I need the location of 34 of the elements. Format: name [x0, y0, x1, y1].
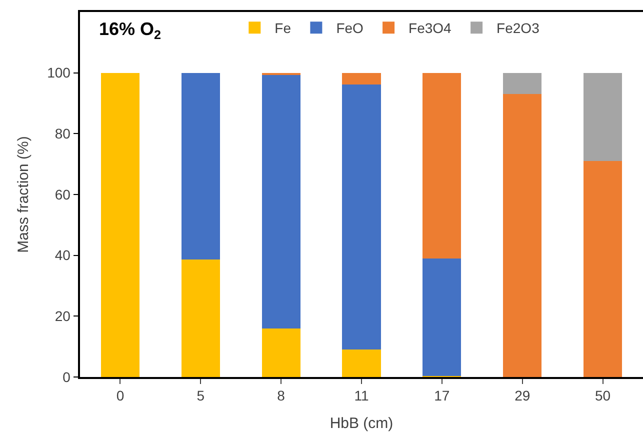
bar: [342, 72, 381, 84]
x-tick-label: 11: [354, 388, 369, 404]
x-tick-label: 5: [196, 388, 205, 404]
bar: [342, 84, 381, 350]
bar: [503, 72, 542, 94]
bar: [262, 328, 300, 377]
y-tick-label: 40: [54, 247, 71, 264]
bar: [262, 74, 300, 328]
y-tick-label: 60: [54, 186, 71, 202]
legend-label: Fe2O3: [496, 20, 540, 36]
x-tick-label: 17: [434, 388, 450, 404]
legend-label: FeO: [336, 20, 364, 36]
bar: [583, 72, 622, 162]
y-tick-label: 20: [54, 308, 71, 324]
legend-label: Fe3O4: [408, 20, 452, 36]
y-tick-label: 80: [54, 126, 71, 142]
x-tick-label: 0: [116, 388, 124, 404]
x-tick-label: 50: [595, 388, 611, 404]
bar: [422, 72, 462, 258]
y-tick-label: 0: [62, 368, 71, 385]
bar: [181, 72, 220, 260]
legend-label: Fe: [274, 20, 292, 36]
x-tick-label: 29: [514, 388, 530, 404]
text: 16% O$_{2}$: [99, 19, 162, 42]
x-tick-label: 8: [277, 388, 286, 404]
y-tick-label: 100: [47, 64, 71, 81]
bar: [583, 161, 622, 377]
bar: [100, 72, 140, 377]
bar: [422, 258, 462, 376]
bar: [503, 94, 542, 377]
bar: [342, 350, 381, 377]
x-axis-title: HbB (cm): [330, 415, 394, 432]
y-axis-title: Mass fraction (%): [14, 136, 32, 253]
bar: [181, 260, 220, 377]
